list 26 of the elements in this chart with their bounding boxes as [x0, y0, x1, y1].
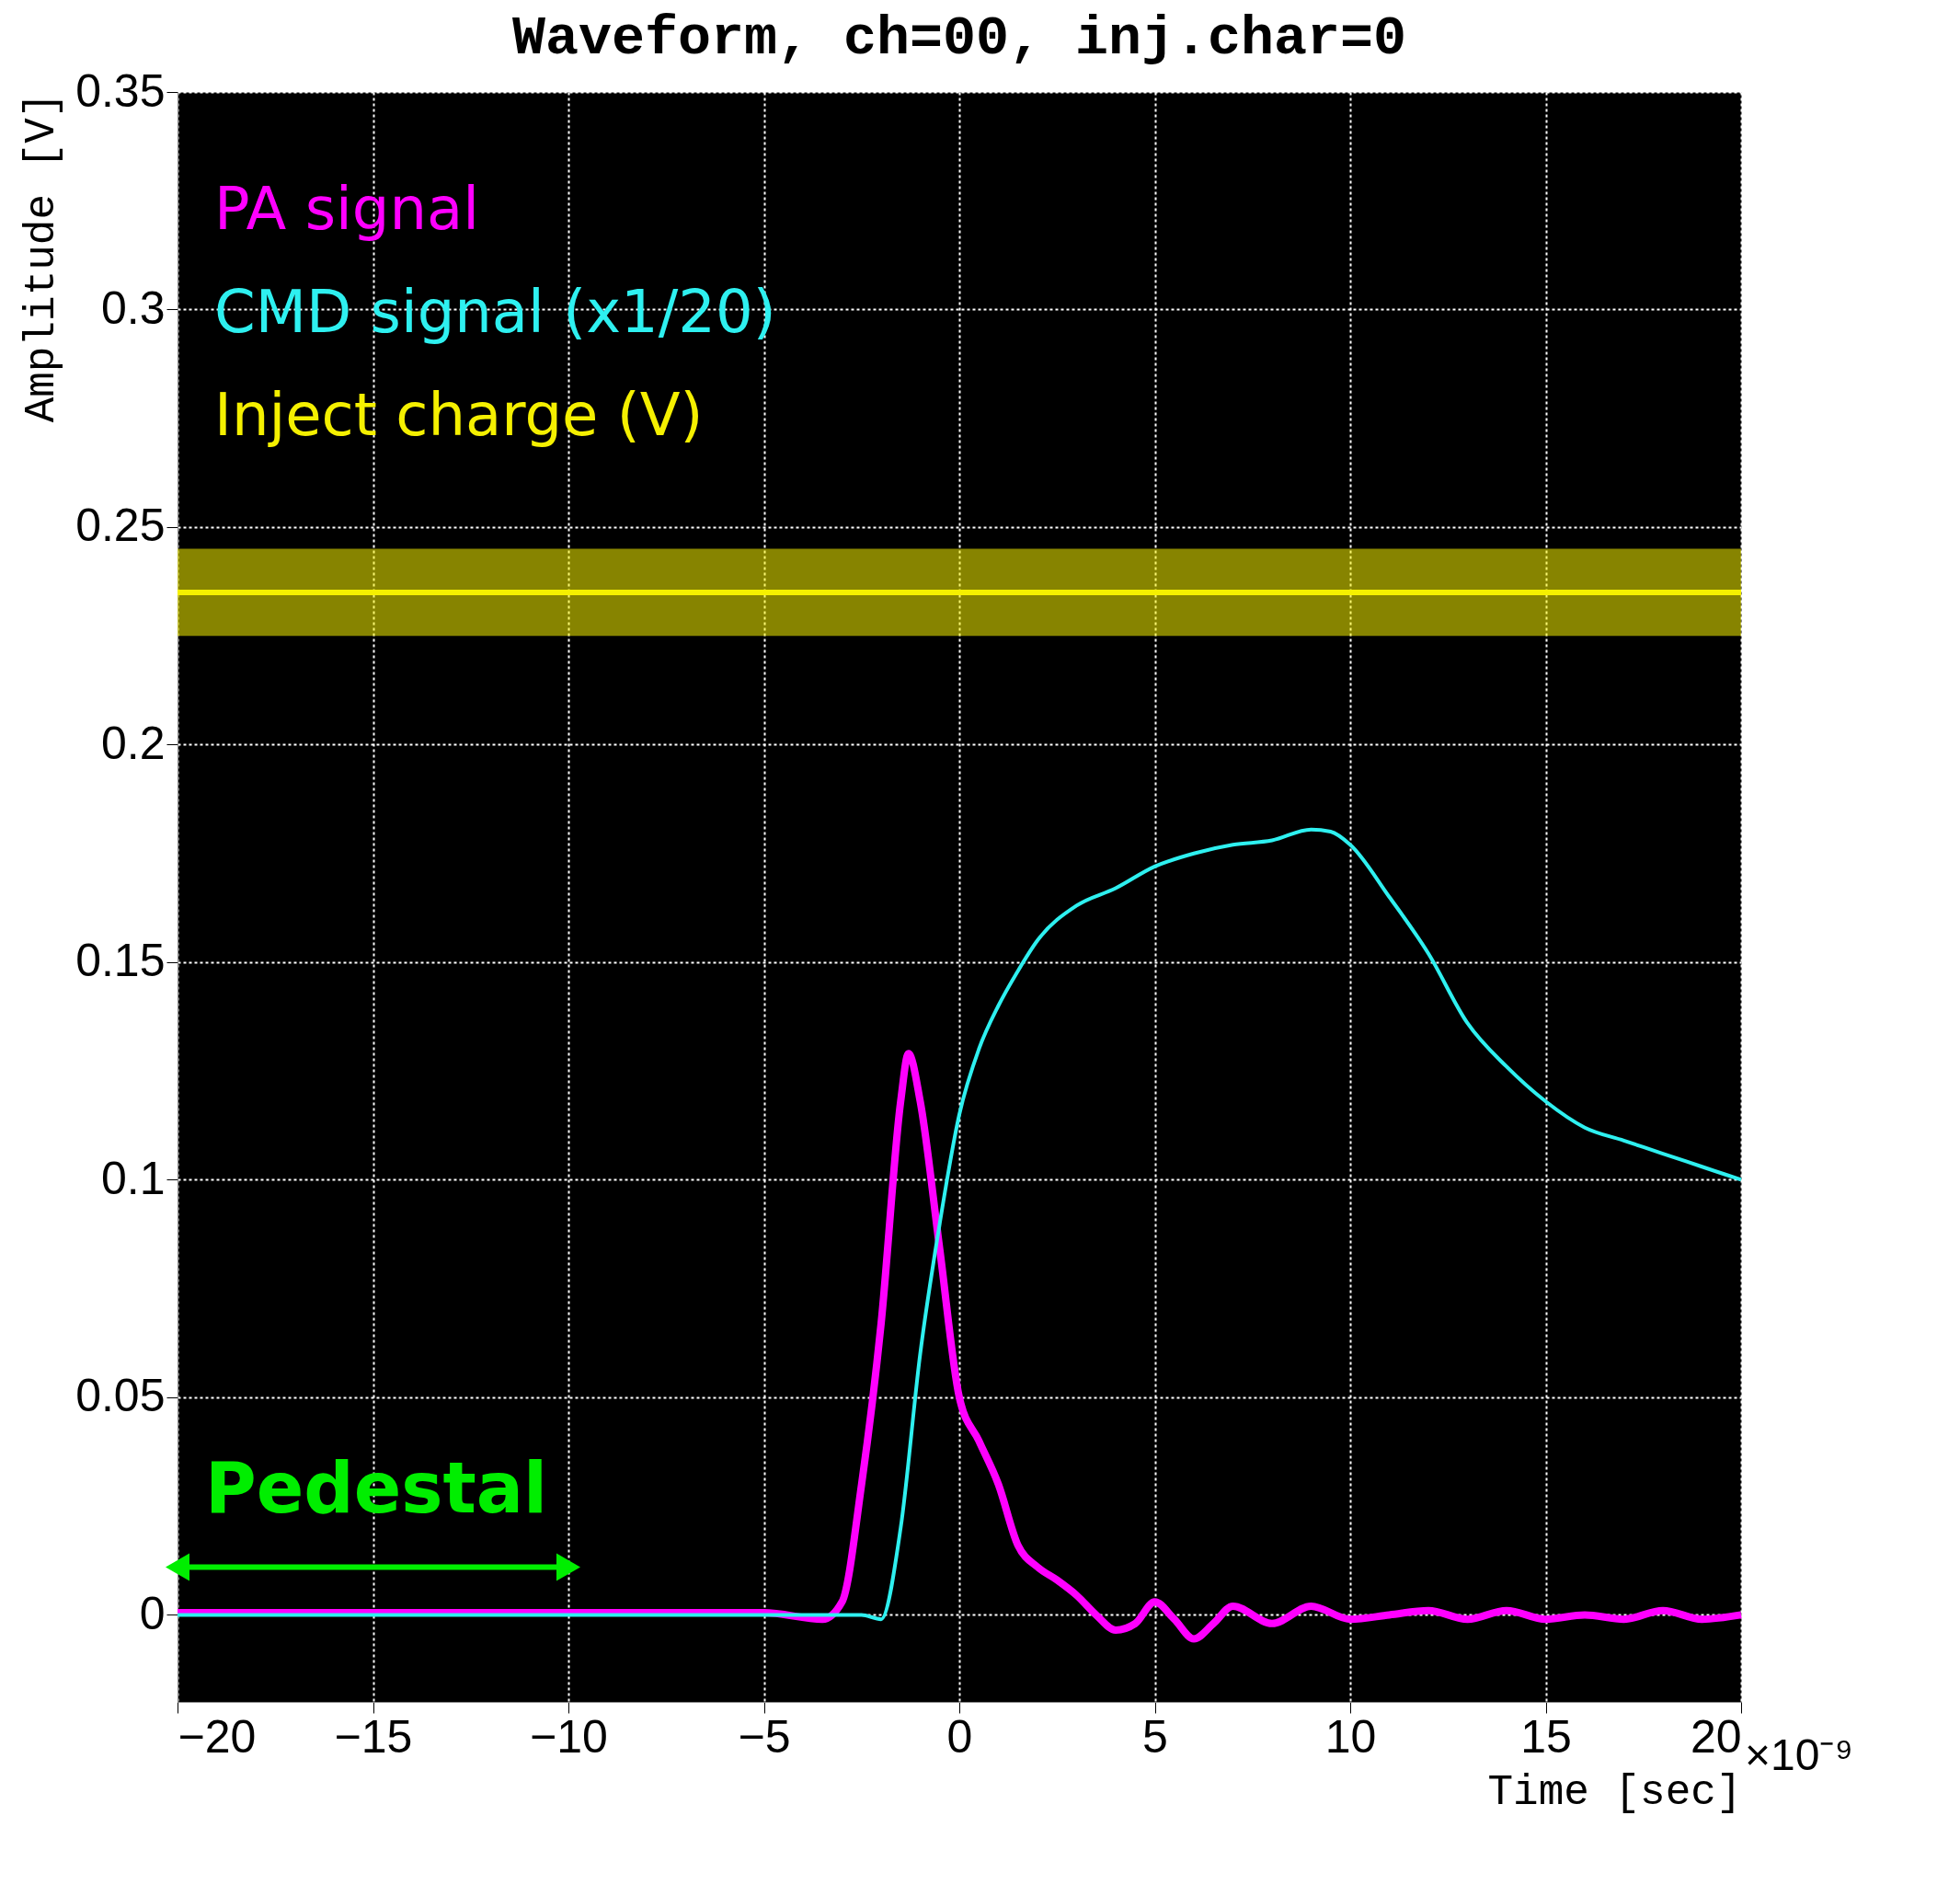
y-tick-label: 0.1 [100, 1152, 166, 1204]
y-tick-label: 0.15 [75, 935, 166, 987]
x-tick-label: −5 [738, 1710, 791, 1763]
x-tick-label: −20 [178, 1710, 257, 1763]
x-tick-label: −15 [334, 1710, 413, 1763]
x-tick-label: −10 [530, 1710, 608, 1763]
line-series [176, 827, 1743, 1622]
y-tick-label: 0.25 [75, 500, 166, 552]
x-tick-label: 5 [1142, 1710, 1168, 1763]
text: ×10⁻⁹ [1745, 1730, 1853, 1779]
y-tick-label: 0.35 [75, 64, 166, 117]
x-tick-label: 15 [1520, 1710, 1572, 1763]
text: CMD signal (x1/20) [214, 278, 776, 346]
x-tick-label: 0 [946, 1710, 973, 1763]
text: PA signal [214, 175, 479, 243]
y-tick-label: 0.2 [100, 717, 166, 769]
chart-title: Waveform, ch=00, inj.char=0 [511, 7, 1407, 70]
annotation: Pedestal [205, 1447, 548, 1529]
y-tick-label: 0.3 [100, 282, 166, 334]
x-axis-title: Time [sec] [1487, 1768, 1742, 1817]
x-tick-label: 20 [1690, 1710, 1742, 1763]
x-tick-label: 10 [1324, 1710, 1377, 1763]
y-axis-title: Amplitude [V] [18, 92, 67, 423]
y-tick-label: 0 [139, 1587, 166, 1639]
text: Inject charge (V) [214, 381, 704, 449]
y-tick-label: 0.05 [75, 1370, 166, 1422]
